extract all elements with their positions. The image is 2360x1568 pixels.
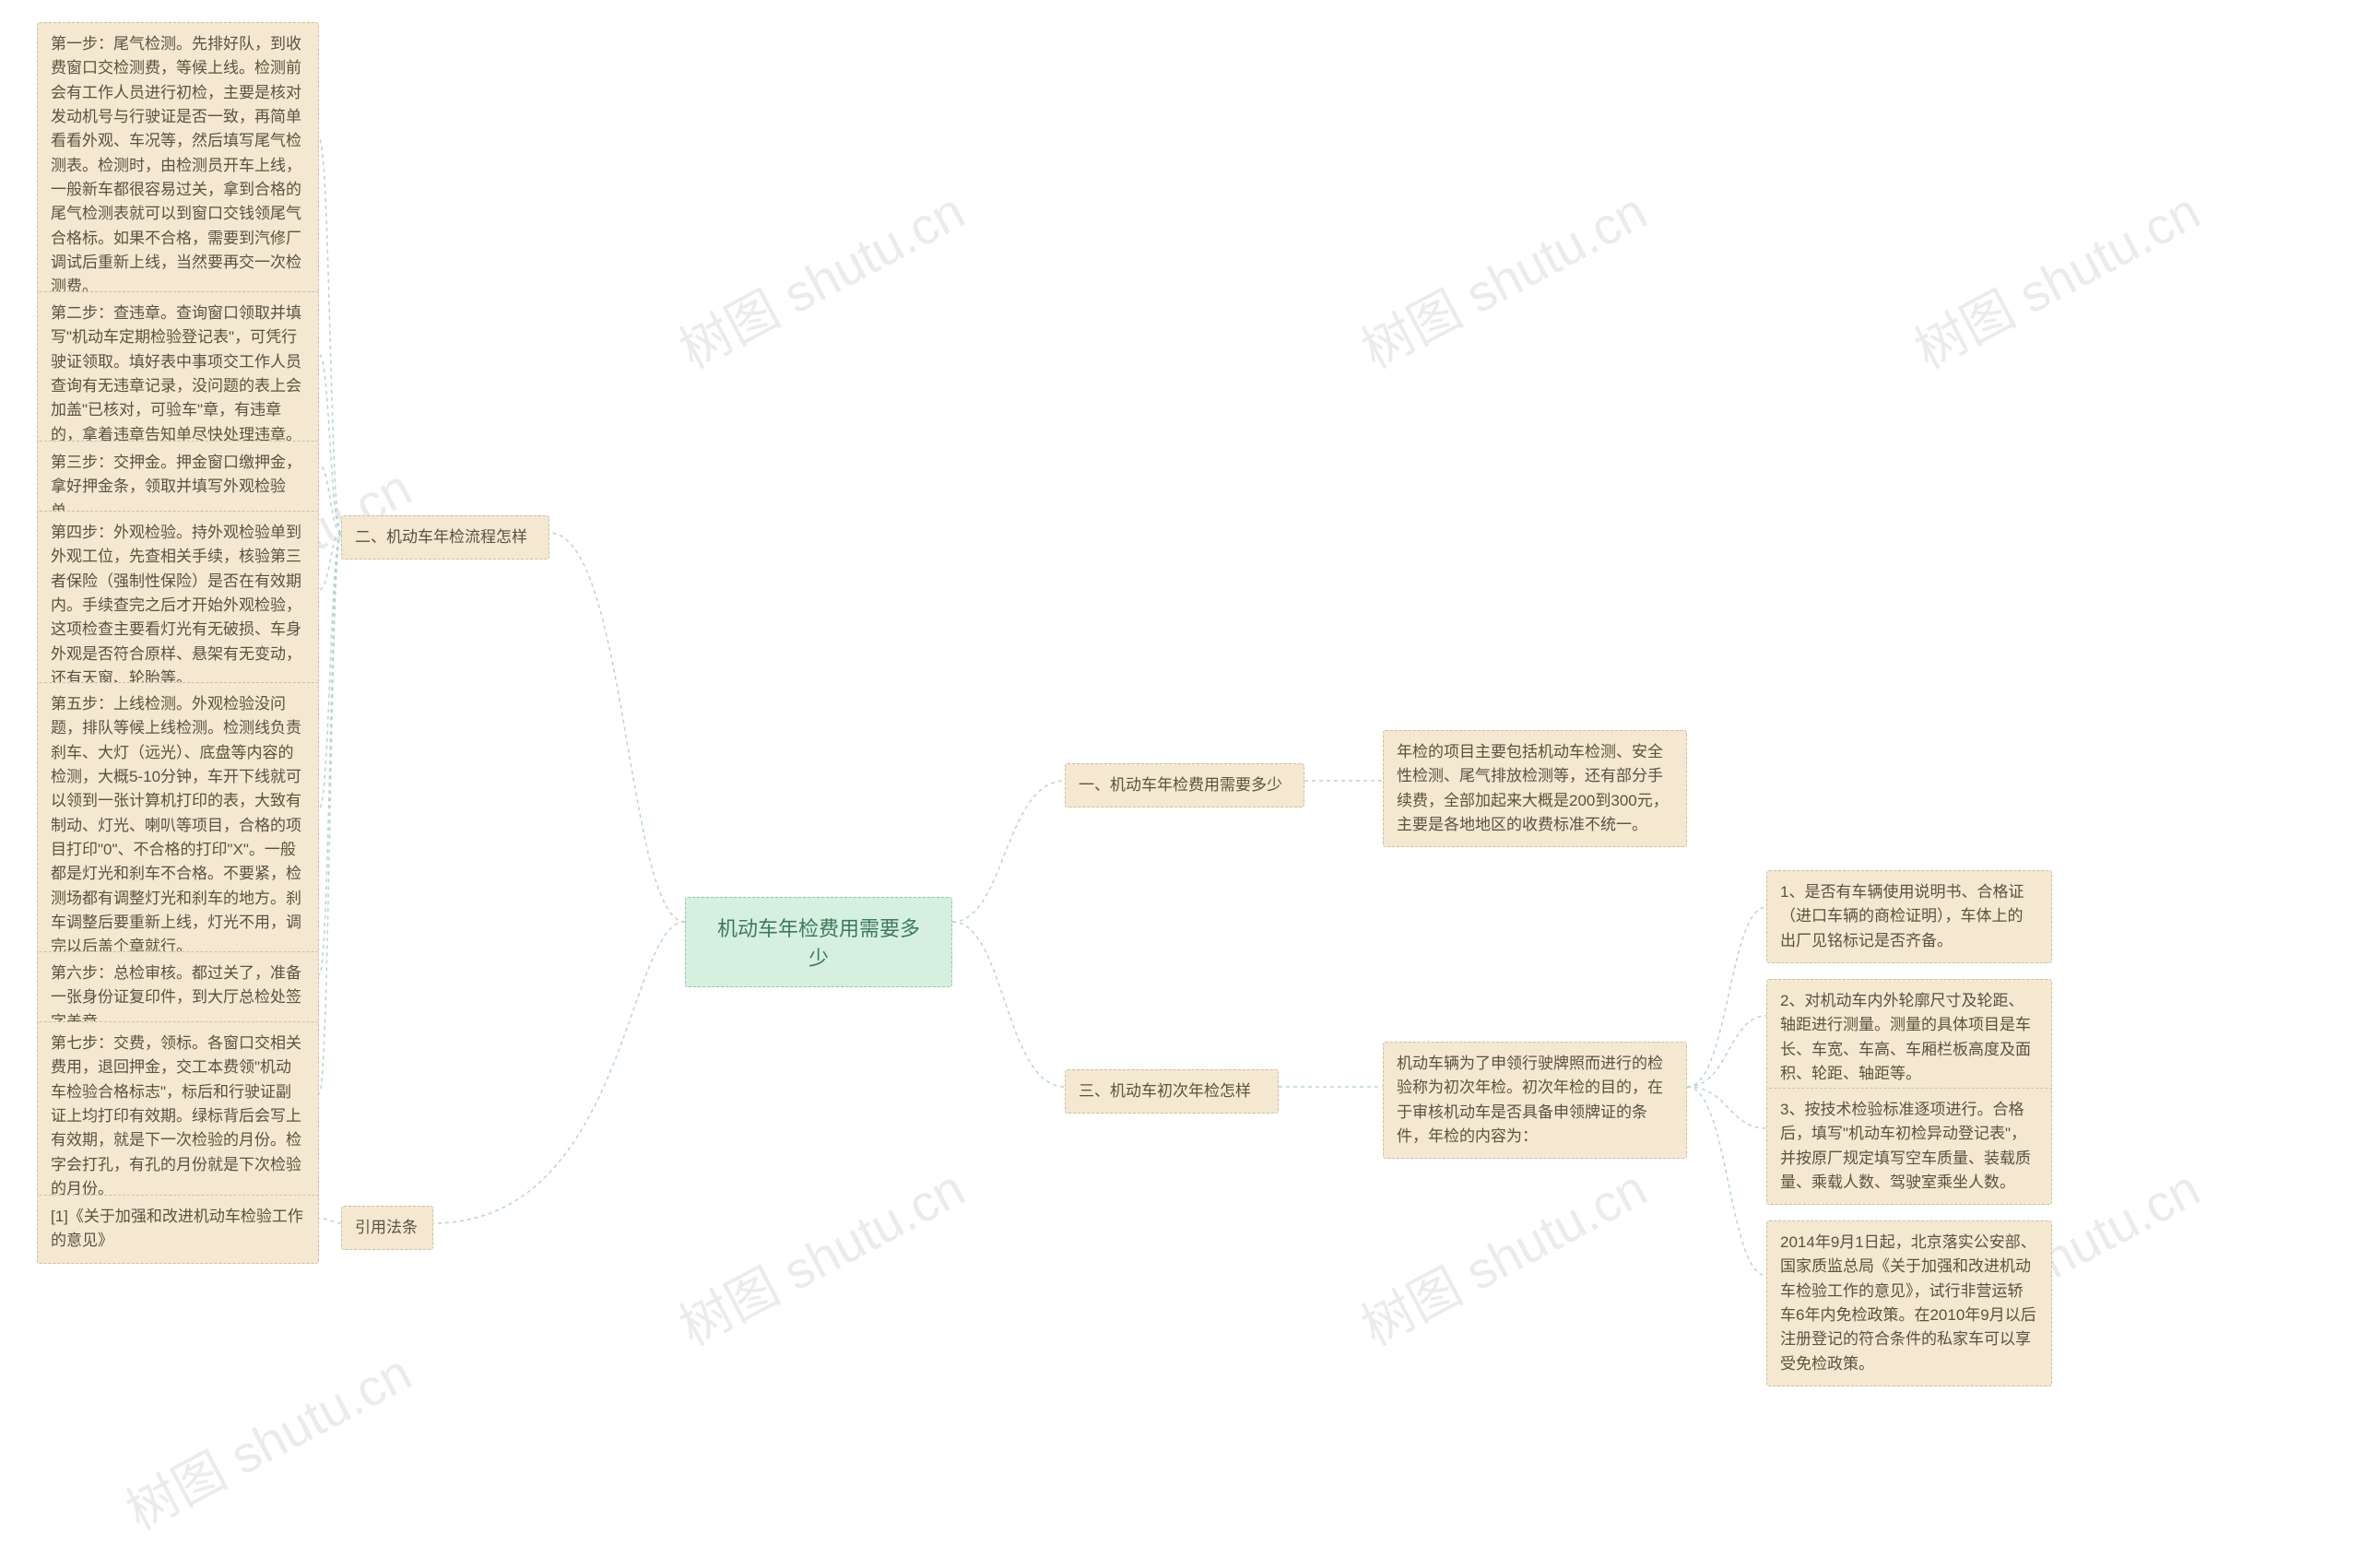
- leaf-node: 年检的项目主要包括机动车检测、安全性检测、尾气排放检测等，还有部分手续费，全部加…: [1383, 730, 1687, 847]
- sub-leaf-node: 1、是否有车辆使用说明书、合格证（进口车辆的商检证明），车体上的出厂见铭标记是否…: [1766, 870, 2052, 963]
- branch-node-4: 引用法条: [341, 1206, 433, 1250]
- leaf-node: 第二步：查违章。查询窗口领取并填写"机动车定期检验登记表"，可凭行驶证领取。填好…: [37, 291, 319, 457]
- branch-node-1: 一、机动车年检费用需要多少: [1065, 763, 1304, 808]
- sub-leaf-node: 2014年9月1日起，北京落实公安部、国家质监总局《关于加强和改进机动车检验工作…: [1766, 1220, 2052, 1386]
- watermark: 树图 shutu.cn: [665, 1148, 976, 1361]
- watermark: 树图 shutu.cn: [1900, 171, 2212, 383]
- watermark: 树图 shutu.cn: [665, 171, 976, 383]
- leaf-node: 机动车辆为了申领行驶牌照而进行的检验称为初次年检。初次年检的目的，在于审核机动车…: [1383, 1042, 1687, 1159]
- leaf-node: [1]《关于加强和改进机动车检验工作的意见》: [37, 1195, 319, 1264]
- leaf-node: 第五步：上线检测。外观检验没问题，排队等候上线检测。检测线负责刹车、大灯（远光）…: [37, 682, 319, 970]
- sub-leaf-node: 2、对机动车内外轮廓尺寸及轮距、轴距进行测量。测量的具体项目是车长、车宽、车高、…: [1766, 979, 2052, 1096]
- leaf-node: 第一步：尾气检测。先排好队，到收费窗口交检测费，等候上线。检测前会有工作人员进行…: [37, 22, 319, 310]
- branch-node-2: 二、机动车年检流程怎样: [341, 515, 549, 560]
- sub-leaf-node: 3、按技术检验标准逐项进行。合格后，填写"机动车初检异动登记表"，并按原厂规定填…: [1766, 1088, 2052, 1205]
- leaf-node: 第七步：交费，领标。各窗口交相关费用，退回押金，交工本费领"机动车检验合格标志"…: [37, 1021, 319, 1211]
- center-node: 机动车年检费用需要多少: [685, 897, 952, 987]
- watermark: 树图 shutu.cn: [112, 1332, 423, 1545]
- branch-node-3: 三、机动车初次年检怎样: [1065, 1069, 1279, 1114]
- watermark: 树图 shutu.cn: [1347, 1148, 1658, 1361]
- leaf-node: 第四步：外观检验。持外观检验单到外观工位，先查相关手续，核验第三者保险（强制性保…: [37, 511, 319, 701]
- watermark: 树图 shutu.cn: [1347, 171, 1658, 383]
